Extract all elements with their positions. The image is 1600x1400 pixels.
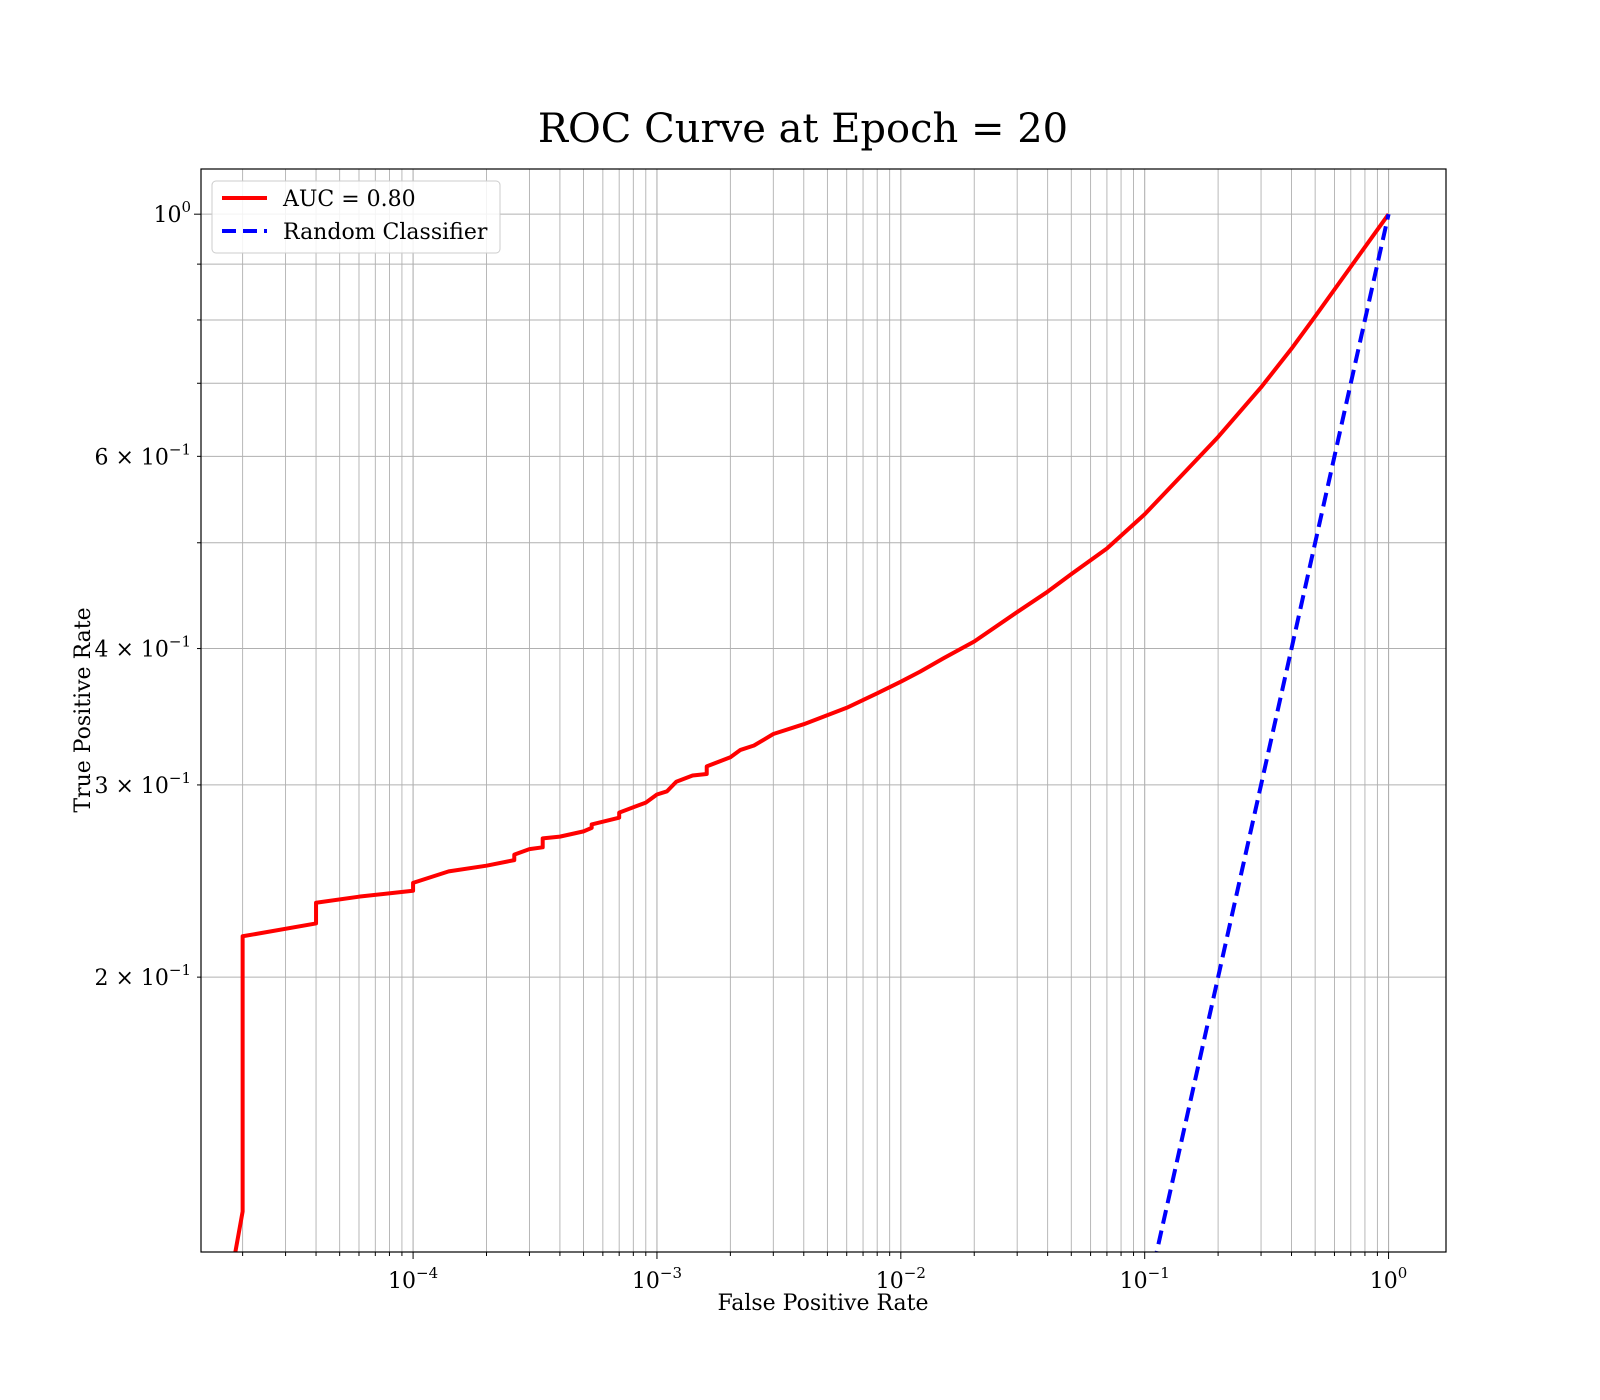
chart-title: ROC Curve at Epoch = 20 [538,106,1068,152]
x-tick-label: 10−2 [876,1264,926,1294]
random-classifier-line [1154,213,1391,1252]
y-axis-label: True Positive Rate [71,607,96,812]
y-tick-label: 100 [153,198,191,228]
plot-frame [200,168,1447,1253]
x-tick-label: 10−3 [632,1264,682,1294]
legend: AUC = 0.80 Random Classifier [211,180,501,254]
legend-box [211,180,501,254]
x-axis-label: False Positive Rate [717,1291,928,1316]
y-tick-label: 6 × 10−1 [94,440,191,470]
x-tick-label: 100 [1370,1264,1408,1294]
y-tick-label: 4 × 10−1 [94,633,191,663]
y-tick-label: 3 × 10−1 [94,769,191,799]
x-tick-label: 10−4 [388,1264,438,1294]
y-tick-label: 2 × 10−1 [94,961,191,991]
x-tick-label: 10−1 [1120,1264,1170,1294]
grid [201,169,1446,1252]
series-layer [233,213,1391,1252]
axis-ticks: 10−4 10−3 10−2 10−1 100 2 × 10−1 3 × 10−1 4 × 1… [94,198,1407,1294]
legend-label-auc: AUC = 0.80 [282,187,416,212]
roc-curve-line [233,213,1391,1252]
legend-label-random: Random Classifier [283,220,488,245]
